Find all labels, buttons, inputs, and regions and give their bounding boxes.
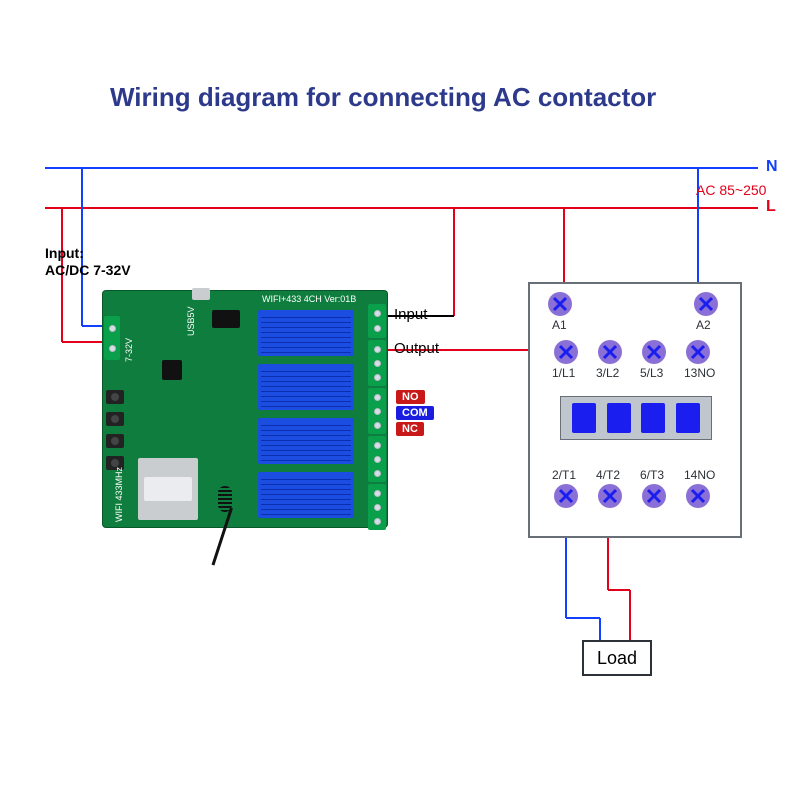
relay-1	[258, 310, 354, 356]
contactor-label-a1: A1	[552, 318, 567, 332]
wifi-module	[138, 458, 198, 520]
contactor-term-top-3	[686, 340, 710, 364]
antenna-wire	[212, 508, 233, 566]
supply-ac-label: AC 85~250	[696, 182, 766, 198]
contactor-display	[560, 396, 712, 440]
load-box: Load	[582, 640, 652, 676]
board-right-terminal-3	[368, 436, 386, 482]
board-right-terminal-top	[368, 304, 386, 338]
board-right-terminal-2	[368, 388, 386, 434]
contactor-label-top-2: 5/L3	[640, 366, 663, 380]
contactor-term-top-1	[598, 340, 622, 364]
board-right-terminal-4	[368, 484, 386, 530]
relay-3	[258, 418, 354, 464]
silk-header: WIFI+433 4CH Ver:01B	[262, 294, 356, 304]
supply-n-label: N	[766, 158, 778, 176]
contactor-label-top-1: 3/L2	[596, 366, 619, 380]
relay-no-tag: NO	[396, 390, 425, 404]
board-right-terminal-1	[368, 340, 386, 386]
contactor-label-a2: A2	[696, 318, 711, 332]
silk-7-32v: 7-32V	[124, 338, 134, 362]
contactor-label-top-0: 1/L1	[552, 366, 575, 380]
board-button-3	[106, 434, 124, 448]
contactor-label-bot-0: 2/T1	[552, 468, 576, 482]
relay-nc-tag: NC	[396, 422, 424, 436]
contactor-term-bot-3	[686, 484, 710, 508]
input-voltage-label-2: AC/DC 7-32V	[45, 262, 131, 278]
contactor-term-a1	[548, 292, 572, 316]
input-voltage-label-1: Input:	[45, 245, 84, 261]
supply-l-label: L	[766, 198, 776, 216]
relay-4	[258, 472, 354, 518]
contactor-term-top-0	[554, 340, 578, 364]
board-left-terminal	[104, 316, 120, 360]
chip-1	[212, 310, 240, 328]
chip-2	[162, 360, 182, 380]
usb-port	[192, 288, 210, 300]
relay-2	[258, 364, 354, 410]
contactor-term-bot-0	[554, 484, 578, 508]
relay-board: 7-32V USB5V WIFI+433 4CH Ver:01B WIFI 43…	[102, 290, 388, 528]
io-input-label: Input	[394, 306, 427, 323]
board-button-1	[106, 390, 124, 404]
relay-com-tag: COM	[396, 406, 434, 420]
contactor-term-bot-1	[598, 484, 622, 508]
ac-contactor: A1 A2 1/L1 3/L2 5/L3 13NO 2/T1 4/T2 6/T3 14NO	[528, 282, 742, 538]
contactor-label-bot-3: 14NO	[684, 468, 715, 482]
diagram-title: Wiring diagram for connecting AC contact…	[110, 82, 656, 113]
contactor-label-bot-1: 4/T2	[596, 468, 620, 482]
contactor-label-bot-2: 6/T3	[640, 468, 664, 482]
io-output-label: Output	[394, 340, 439, 357]
contactor-term-top-2	[642, 340, 666, 364]
contactor-label-top-3: 13NO	[684, 366, 715, 380]
contactor-term-bot-2	[642, 484, 666, 508]
silk-wifi: WIFI 433MHz	[114, 467, 124, 522]
board-button-2	[106, 412, 124, 426]
contactor-term-a2	[694, 292, 718, 316]
silk-usb5v: USB5V	[186, 306, 196, 336]
